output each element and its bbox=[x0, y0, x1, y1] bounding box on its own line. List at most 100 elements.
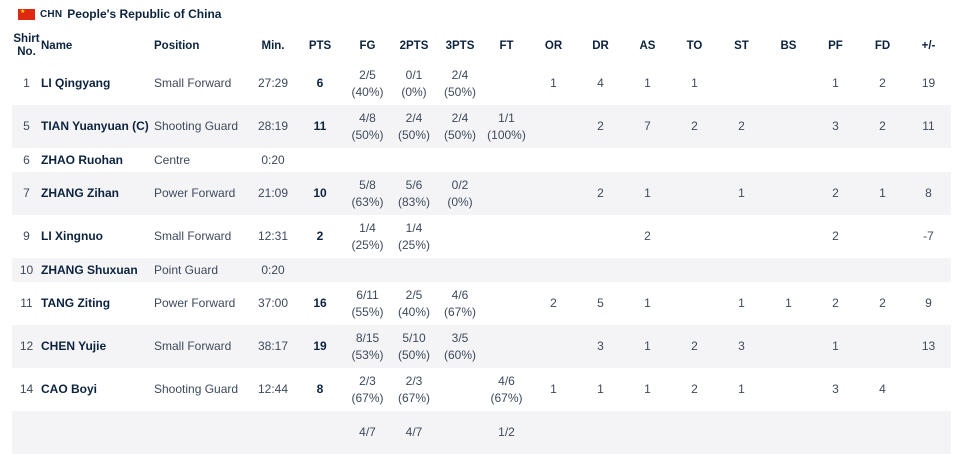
percentage: (50%) bbox=[397, 347, 430, 362]
cell-pts bbox=[296, 258, 344, 282]
player-name: CAO Boyi bbox=[41, 382, 98, 396]
cell-pf: 2 bbox=[832, 186, 839, 200]
cell-to bbox=[671, 258, 718, 282]
cell-or: 2 bbox=[550, 296, 557, 310]
column-header-p3: 3PTS bbox=[445, 39, 475, 52]
cell-dr bbox=[577, 411, 624, 454]
cell-ft: 4/6 (67%) bbox=[483, 368, 530, 411]
made-attempted: 0/1 bbox=[405, 67, 423, 82]
cell-ft bbox=[483, 258, 530, 282]
player-position bbox=[154, 411, 250, 454]
column-header-fg: FG bbox=[359, 39, 376, 52]
cell-pf: 2 bbox=[832, 229, 839, 243]
column-header-p2: 2PTS bbox=[399, 39, 429, 52]
shirt-number: 11 bbox=[20, 296, 33, 310]
cell-to: 2 bbox=[691, 382, 698, 396]
cell-fg: 6/11 (55%) bbox=[344, 282, 391, 325]
player-name: ZHAO Ruohan bbox=[41, 152, 123, 167]
player-position: Small Forward bbox=[154, 76, 232, 90]
cell-as: 1 bbox=[644, 186, 651, 200]
cell-ft bbox=[483, 172, 530, 215]
cell-pm bbox=[906, 258, 951, 282]
cell-or bbox=[530, 325, 577, 368]
column-header-to: TO bbox=[686, 39, 703, 52]
made-attempted: 2/4 bbox=[451, 110, 469, 125]
percentage: (53%) bbox=[351, 347, 384, 362]
shirt-number: 1 bbox=[23, 76, 30, 90]
percentage: (40%) bbox=[351, 84, 384, 99]
player-name: LI Xingnuo bbox=[41, 229, 103, 243]
cell-as bbox=[624, 258, 671, 282]
cell-or bbox=[530, 258, 577, 282]
cell-dr bbox=[577, 148, 624, 172]
cell-min: 21:09 bbox=[257, 186, 289, 200]
cell-or bbox=[530, 215, 577, 258]
percentage: (25%) bbox=[351, 237, 384, 252]
made-attempted: 5/8 bbox=[359, 177, 376, 192]
column-header-fd: FD bbox=[874, 39, 891, 52]
percentage: (50%) bbox=[351, 127, 384, 142]
cell-bs bbox=[765, 62, 812, 105]
cell-as bbox=[624, 411, 671, 454]
cell-min: 27:29 bbox=[257, 76, 289, 90]
cell-ft bbox=[483, 282, 530, 325]
player-name: TIAN Yuanyuan (C) bbox=[41, 119, 149, 133]
cell-fd: 2 bbox=[879, 76, 886, 90]
player-name: CHEN Yujie bbox=[41, 339, 107, 353]
cell-ft bbox=[483, 215, 530, 258]
cell-dr bbox=[577, 215, 624, 258]
cell-or bbox=[530, 411, 577, 454]
cell-st bbox=[718, 215, 765, 258]
cell-fd bbox=[859, 215, 906, 258]
cell-fg: 4/7 bbox=[344, 411, 391, 454]
cell-pf: 3 bbox=[832, 119, 839, 133]
cell-p2 bbox=[391, 148, 437, 172]
cell-as bbox=[624, 148, 671, 172]
cell-pm: 11 bbox=[922, 119, 935, 133]
percentage: (0%) bbox=[401, 84, 427, 99]
cell-fg bbox=[344, 148, 391, 172]
cell-pts: 2 bbox=[316, 229, 324, 243]
percentage: (50%) bbox=[443, 127, 476, 142]
column-header-bs: BS bbox=[780, 39, 797, 52]
made-attempted: 5/6 bbox=[405, 177, 423, 192]
shirt-number: 14 bbox=[19, 382, 34, 396]
cell-as: 7 bbox=[644, 119, 651, 133]
made-attempted: 5/10 bbox=[402, 330, 426, 345]
cell-or: 1 bbox=[550, 76, 557, 90]
percentage: (63%) bbox=[351, 194, 384, 209]
cell-to bbox=[671, 282, 718, 325]
cell-ft: 1/2 bbox=[483, 411, 530, 454]
cell-min: 38:17 bbox=[257, 339, 289, 353]
cell-bs bbox=[765, 148, 812, 172]
cell-or bbox=[530, 148, 577, 172]
player-position: Shooting Guard bbox=[154, 119, 239, 133]
made-attempted: 4/7 bbox=[359, 425, 376, 439]
cell-pf: 1 bbox=[832, 339, 839, 353]
cell-fd bbox=[859, 258, 906, 282]
cell-p2: 5/6 (83%) bbox=[391, 172, 437, 215]
cell-fd: 1 bbox=[879, 186, 886, 200]
cell-pf bbox=[812, 148, 859, 172]
cell-as: 1 bbox=[644, 339, 651, 353]
cell-st: 1 bbox=[738, 186, 745, 200]
percentage: (0%) bbox=[447, 194, 473, 209]
cell-fg: 1/4 (25%) bbox=[344, 215, 391, 258]
cell-pf bbox=[812, 258, 859, 282]
cell-to: 2 bbox=[691, 119, 698, 133]
player-position: Power Forward bbox=[154, 186, 236, 200]
cell-bs: 1 bbox=[785, 296, 792, 310]
cell-bs bbox=[765, 368, 812, 411]
table-header-row: Shirt No. Name Position Min. PTS FG 2PTS 3PTS FT… bbox=[12, 30, 951, 62]
cell-dr: 1 bbox=[597, 382, 604, 396]
cell-pf: 1 bbox=[832, 76, 839, 90]
player-name: TANG Ziting bbox=[41, 296, 111, 310]
cell-pm: 8 bbox=[925, 186, 932, 200]
made-attempted: 1/4 bbox=[359, 220, 376, 235]
cell-p2: 2/5 (40%) bbox=[391, 282, 437, 325]
shirt-number: 5 bbox=[23, 119, 30, 133]
table-row: 11 TANG Ziting Power Forward 37:00 16 6/11 (55… bbox=[12, 282, 951, 325]
cell-min: 12:44 bbox=[257, 382, 289, 396]
player-position: Point Guard bbox=[154, 262, 219, 277]
column-header-ft: FT bbox=[499, 39, 514, 52]
